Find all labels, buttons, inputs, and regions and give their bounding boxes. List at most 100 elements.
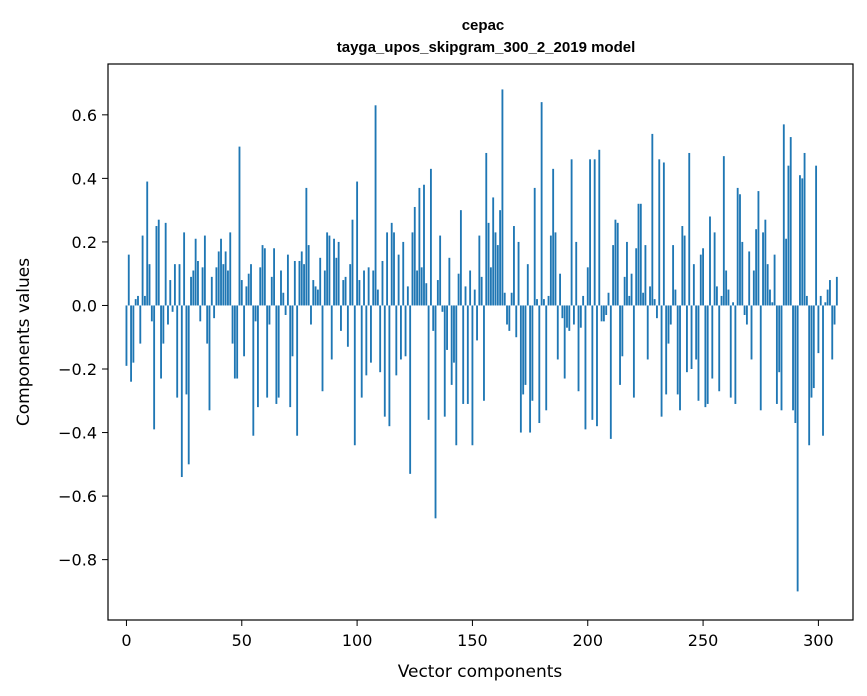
- bar: [658, 159, 661, 306]
- y-tick-label: −0.6: [58, 487, 97, 506]
- bar: [178, 264, 181, 306]
- bar: [646, 305, 649, 360]
- bar: [589, 159, 591, 306]
- bar: [289, 305, 292, 408]
- bar: [519, 305, 522, 433]
- bar: [709, 216, 711, 306]
- bar: [635, 248, 638, 306]
- bar: [183, 232, 186, 306]
- bar: [238, 146, 241, 306]
- bar: [572, 305, 575, 325]
- bar: [690, 305, 693, 369]
- bar: [531, 305, 534, 401]
- bar: [439, 235, 442, 306]
- bar: [441, 305, 444, 312]
- bar: [612, 245, 615, 306]
- bar: [782, 124, 785, 306]
- bar: [575, 241, 578, 306]
- bar: [298, 260, 301, 306]
- bar: [697, 305, 700, 401]
- bar: [810, 305, 813, 398]
- bar: [732, 302, 734, 306]
- bar: [217, 251, 220, 306]
- bar: [305, 187, 308, 306]
- bar: [692, 264, 695, 306]
- bar: [466, 305, 469, 404]
- bar: [478, 235, 481, 306]
- bar: [616, 222, 619, 306]
- bar: [197, 260, 199, 306]
- bar: [199, 305, 202, 322]
- bar: [280, 270, 282, 306]
- bar: [582, 295, 585, 306]
- bar: [561, 305, 564, 319]
- bar: [630, 273, 633, 306]
- bar: [722, 156, 725, 306]
- bar: [268, 305, 271, 325]
- bar: [704, 305, 707, 408]
- bar: [259, 267, 262, 306]
- bar: [739, 194, 741, 306]
- bar: [286, 254, 289, 306]
- bar: [480, 276, 483, 306]
- bar: [130, 305, 132, 382]
- bar: [416, 270, 418, 306]
- bar: [792, 305, 794, 411]
- bar: [314, 286, 317, 306]
- bar: [379, 305, 382, 373]
- y-tick-label: 0.2: [72, 233, 97, 252]
- bar: [549, 235, 552, 306]
- bar: [515, 305, 518, 338]
- bar: [388, 305, 391, 427]
- plot-frame: [107, 63, 854, 621]
- bar: [819, 295, 822, 306]
- bar: [275, 305, 278, 404]
- bar: [409, 305, 412, 474]
- bar: [662, 162, 665, 306]
- bar: [220, 238, 222, 306]
- bar: [213, 305, 216, 319]
- x-axis-label: Vector components: [398, 662, 563, 682]
- bar: [660, 305, 663, 417]
- bar: [626, 241, 628, 306]
- bar: [358, 280, 361, 306]
- bar: [282, 292, 285, 306]
- bar: [563, 305, 566, 379]
- y-tick-label: −0.8: [58, 551, 97, 570]
- bar: [171, 305, 174, 312]
- bar: [141, 235, 144, 306]
- bar: [386, 232, 389, 306]
- bar: [146, 181, 149, 306]
- chart-subtitle: tayga_upos_skipgram_300_2_2019 model: [337, 39, 636, 56]
- bar: [310, 305, 312, 325]
- bar: [307, 245, 310, 306]
- bar: [741, 241, 744, 306]
- bar: [688, 152, 691, 306]
- bar: [547, 295, 550, 306]
- y-axis-ticks: −0.8 −0.6 −0.4 −0.2 0.0 0.2 0.4 0.6: [58, 106, 108, 570]
- bar: [240, 280, 243, 306]
- bar: [598, 149, 601, 306]
- bar: [750, 305, 753, 360]
- bar: [780, 305, 783, 411]
- bar: [190, 276, 192, 306]
- bar: [150, 305, 153, 322]
- bar: [273, 248, 275, 306]
- bar: [559, 273, 561, 306]
- bar: [554, 232, 557, 306]
- bar: [540, 102, 543, 306]
- bar: [543, 299, 545, 306]
- bar: [157, 219, 160, 306]
- bar: [566, 305, 568, 328]
- bar: [665, 305, 668, 395]
- bar: [602, 305, 605, 322]
- bar: [206, 305, 209, 344]
- bar: [686, 305, 688, 373]
- bar: [453, 305, 455, 363]
- bar: [418, 187, 421, 306]
- bar: [775, 305, 778, 404]
- bar: [812, 305, 815, 389]
- bar: [353, 305, 356, 446]
- bar: [699, 254, 702, 306]
- bar: [656, 305, 658, 319]
